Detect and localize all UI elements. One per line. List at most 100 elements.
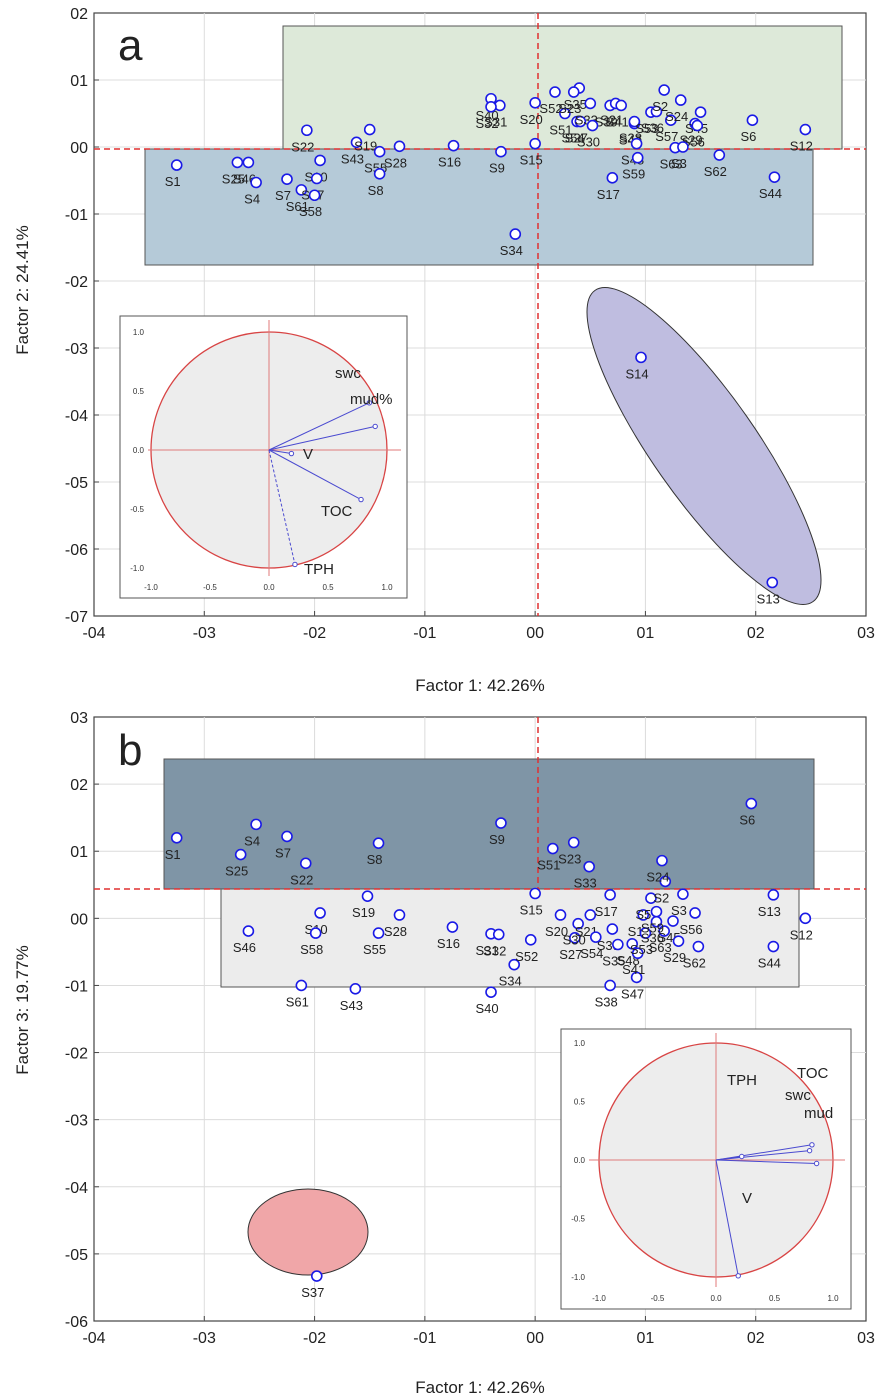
- panel-letter-a: a: [118, 21, 143, 70]
- data-point-s58: [309, 927, 322, 939]
- data-label-s4: S4: [244, 192, 260, 207]
- y-tick-label: -04: [65, 408, 88, 425]
- data-label-s28: S28: [384, 155, 407, 170]
- x-tick-label: 03: [857, 625, 875, 642]
- data-label-s17: S17: [597, 187, 620, 202]
- data-point-s59: [650, 905, 663, 918]
- data-point-s57: [664, 114, 677, 126]
- data-point-s41: [631, 947, 644, 960]
- data-point-s32: [492, 928, 505, 941]
- data-label-s61: S61: [286, 199, 309, 214]
- data-label-s31: S31: [475, 943, 498, 958]
- inset-y-tick-label: -1.0: [571, 1273, 585, 1282]
- data-label-s41: S41: [606, 114, 629, 129]
- x-axis-label-b: Factor 1: 42.26%: [415, 1378, 544, 1397]
- panel-a: -04 -03 -02 -01 00 01 02 03020100-01-02-03-04-0…: [13, 6, 875, 695]
- loading-vector-end: [366, 400, 372, 406]
- loading-vector-end: [739, 1153, 745, 1160]
- data-point-s14: [635, 351, 647, 364]
- data-label-s28: S28: [384, 924, 407, 939]
- data-point-s43: [349, 982, 362, 995]
- inset-loading-plot-b: -1.0 -0.5 0.0 0.5 1.0 1.0 0.5 0.0 -0.5 -1.0 TOC swc…: [560, 1028, 852, 1310]
- loading-vector-end: [735, 1273, 741, 1279]
- data-label-s34: S34: [500, 243, 523, 258]
- data-label-s9: S9: [489, 832, 505, 847]
- x-tick-label: 03: [857, 1330, 875, 1347]
- inset-y-tick-label: -0.5: [571, 1215, 585, 1224]
- data-label-s30: S30: [577, 135, 600, 150]
- loading-vector-mudpct: [268, 425, 376, 451]
- data-point-s63: [658, 925, 670, 937]
- data-label-s62: S62: [704, 164, 727, 179]
- data-label-s19: S19: [354, 139, 377, 154]
- inset-loading-plot-a: -1.0 -0.5 0.0 0.5 1.0 1.0 0.5 0.0 -0.5 -1.0 swc mud…: [119, 315, 408, 599]
- y-tick-label: -02: [65, 274, 88, 291]
- data-point-s27: [569, 931, 581, 944]
- data-label-s61: S61: [286, 994, 309, 1009]
- data-point-s20: [554, 909, 567, 921]
- data-point-s56: [689, 907, 701, 919]
- data-point-s48: [630, 137, 643, 150]
- data-label-s13: S13: [758, 904, 781, 919]
- data-point-s48: [626, 938, 638, 950]
- data-label-s53: S53: [630, 942, 653, 957]
- data-point-s27: [574, 115, 587, 128]
- data-point-s9: [495, 817, 507, 829]
- data-point-s53: [639, 927, 652, 939]
- points-a: S1S25S46S4S7S61S22S10S37S58S43S19S55S8S2…: [165, 82, 813, 607]
- region-red-ellipse: [247, 1188, 369, 1276]
- y-tick-label: -01: [65, 207, 88, 224]
- data-label-s1: S1: [165, 174, 181, 189]
- data-label-s41: S41: [622, 962, 645, 977]
- data-label-s62: S62: [683, 956, 706, 971]
- data-point-s40: [485, 986, 497, 998]
- data-point-s30: [572, 917, 584, 930]
- data-point-s3: [677, 888, 689, 900]
- x-tick-label: -03: [193, 625, 216, 642]
- data-point-s8: [372, 837, 385, 849]
- data-point-s54: [589, 931, 602, 943]
- data-point-s37: [310, 172, 323, 185]
- x-tick-label: 00: [526, 625, 544, 642]
- x-tick-label: 02: [747, 625, 765, 642]
- data-point-s47: [630, 971, 643, 984]
- data-label-s21: S21: [600, 112, 623, 127]
- inset-content-a: -1.0 -0.5 0.0 0.5 1.0 1.0 0.5 0.0 -0.5 -1.0 swc mud…: [130, 320, 401, 592]
- loading-vector-end: [358, 496, 364, 503]
- y-tick-label: 00: [70, 911, 88, 928]
- inset-y-tick-label: 0.0: [133, 446, 145, 455]
- inset-y-tick-label: 0.0: [574, 1156, 586, 1165]
- data-label-s44: S44: [759, 186, 782, 201]
- inset-x-tick-label: 0.5: [769, 1294, 781, 1303]
- y-tick-label: 01: [70, 844, 88, 861]
- inset-x-tick-label: 1.0: [827, 1294, 839, 1303]
- y-tick-label: -07: [65, 609, 88, 626]
- data-label-s2: S2: [652, 99, 668, 114]
- data-label-s36: S36: [641, 931, 664, 946]
- data-label-s22: S22: [291, 139, 314, 154]
- region-light-box: [220, 888, 800, 988]
- y-tick-label: -05: [65, 1247, 88, 1264]
- data-point-s8: [373, 168, 386, 180]
- x-axis-label-a: Factor 1: 42.26%: [415, 676, 544, 695]
- data-point-s15: [529, 137, 541, 150]
- data-label-s59: S59: [622, 167, 645, 182]
- data-point-s3: [677, 141, 689, 153]
- loading-label-swc: swc: [785, 1087, 811, 1104]
- data-label-s16: S16: [437, 936, 460, 951]
- data-point-s22: [299, 857, 312, 870]
- y-tick-label: -03: [65, 341, 88, 358]
- data-label-s43: S43: [340, 998, 363, 1013]
- data-label-s4: S4: [244, 833, 260, 848]
- data-point-s25: [231, 156, 244, 169]
- y-tick-label: 01: [70, 73, 88, 90]
- data-point-s45: [667, 915, 679, 927]
- data-point-s25: [234, 848, 247, 861]
- data-point-s7: [281, 173, 293, 185]
- data-label-s6: S6: [739, 813, 755, 828]
- data-label-s23: S23: [558, 101, 581, 116]
- data-label-s39: S39: [595, 114, 618, 129]
- y-tick-label: -03: [65, 1113, 88, 1130]
- data-label-s12: S12: [790, 927, 813, 942]
- inset-x-tick-label: -1.0: [144, 583, 158, 592]
